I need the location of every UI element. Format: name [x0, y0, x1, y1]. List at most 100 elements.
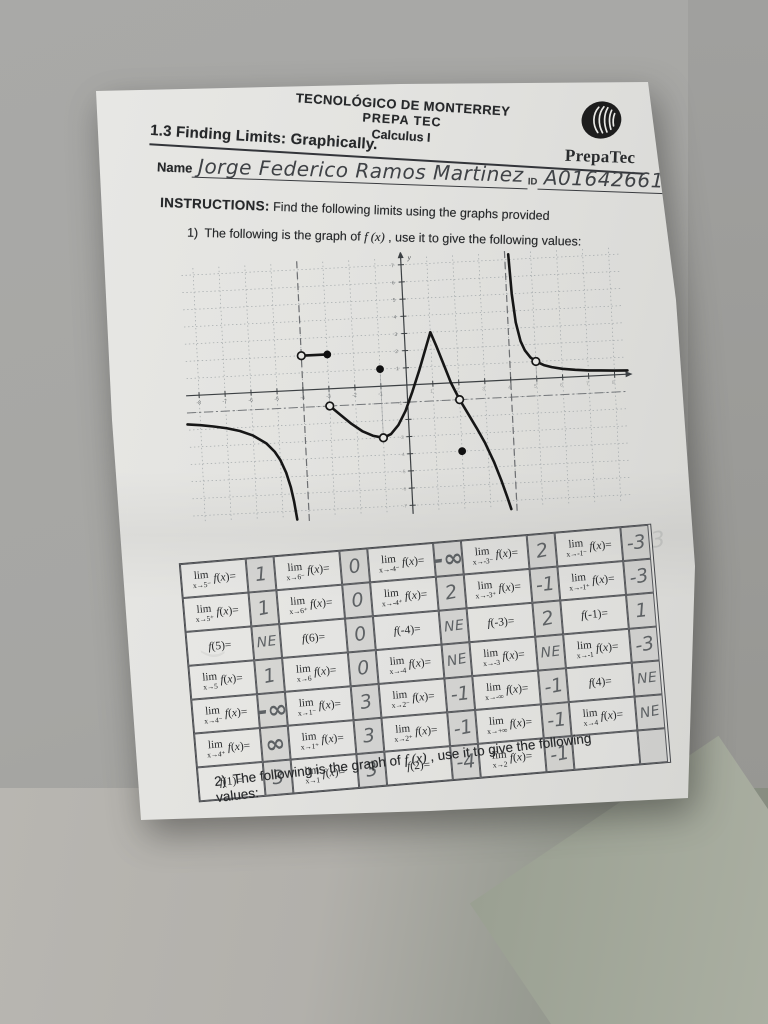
handwritten-answer-cell: 0 — [339, 548, 371, 585]
limit-label-cell: f(6)= — [279, 618, 348, 658]
handwritten-answer-cell: -3 — [628, 626, 660, 663]
y-tick-label: 4 — [393, 315, 396, 321]
pencil-guide-mark — [379, 369, 384, 438]
x-tick-label: 7 — [586, 381, 589, 387]
q1-text-before: The following is the graph of — [204, 226, 365, 244]
open-circle-point — [325, 401, 335, 411]
handwritten-answer-cell: 2 — [526, 532, 558, 569]
id-label: ID — [527, 176, 538, 188]
x-tick-label: -1 — [378, 391, 383, 397]
limit-label-cell: lim x→4⁺ f(x)= — [194, 728, 263, 768]
handwritten-answer-cell: 1 — [254, 657, 285, 695]
limit-label-cell: lim x→-4 f(x)= — [375, 644, 445, 684]
x-tick-label: -5 — [274, 396, 279, 402]
y-tick-label: -6 — [402, 486, 407, 492]
handwritten-answer-cell: -1 — [538, 668, 569, 705]
y-axis-arrow — [397, 251, 404, 259]
function-curve — [328, 330, 513, 511]
limit-label-cell: lim x→2⁺ f(x)= — [381, 712, 451, 752]
limit-label-cell: lim x→6⁺ f(x)= — [276, 584, 345, 625]
limit-label-cell: f(-4)= — [372, 610, 442, 651]
handwritten-answer-cell: 2 — [435, 574, 467, 611]
handwritten-answer-cell: -1 — [444, 676, 476, 713]
limit-label-cell: lim x→1⁻ f(x)= — [284, 686, 354, 726]
handwritten-answer-cell: 0 — [342, 582, 373, 619]
y-tick-label: 2 — [395, 349, 398, 355]
open-circle-point — [378, 433, 389, 443]
handwritten-answer-cell: 1 — [248, 590, 280, 627]
instructions-text: Find the following limits using the grap… — [269, 199, 550, 223]
x-tick-label: -3 — [326, 394, 331, 400]
q1-number: 1) — [186, 225, 205, 241]
handwritten-answer-cell: 3 — [353, 717, 385, 755]
paper-crease — [96, 470, 695, 600]
axes — [186, 256, 628, 514]
name-label: Name — [156, 159, 193, 176]
handwritten-answer-cell: NE — [535, 634, 566, 671]
x-axis-arrow — [625, 371, 633, 378]
function-curve — [506, 252, 629, 372]
x-tick-label: 8 — [612, 380, 615, 386]
limit-label-cell: lim x→-1 f(x)= — [563, 628, 632, 669]
handwritten-date: 9/8/2024 — [693, 170, 768, 197]
y-tick-label: -5 — [401, 469, 406, 475]
limit-label-cell: f(-3)= — [466, 602, 536, 643]
handwritten-answer-cell: 2 — [532, 600, 564, 637]
id-underline: A01642661 — [537, 164, 668, 195]
tick-marks: -8 -7 -6 -5 -4 -3 -2 -1 1 2 3 4 5 6 7 8-7-6-5-4-3-2-112… — [196, 263, 616, 510]
handwritten-id: A01642661 — [543, 165, 664, 193]
x-tick-label: -2 — [352, 392, 357, 398]
limit-label-cell: lim x→4 f(x)= — [568, 696, 638, 736]
open-circle-point — [296, 351, 306, 361]
filled-point — [323, 350, 332, 359]
prepatec-logo: PrepaTec — [545, 96, 657, 169]
limit-label-cell: lim x→4⁻ f(x)= — [191, 694, 260, 734]
handwritten-answer-cell: 0 — [344, 616, 376, 653]
handwritten-answer-cell: -∞ — [432, 540, 465, 577]
y-tick-label: -4 — [400, 452, 405, 458]
x-tick-label: 3 — [482, 386, 485, 392]
x-tick-label: -6 — [248, 398, 253, 404]
y-tick-label: 1 — [396, 366, 399, 372]
x-tick-label: 6 — [560, 382, 563, 388]
y-tick-label: -7 — [403, 504, 408, 510]
handwritten-answer-cell: NE — [441, 642, 473, 679]
instructions-label: INSTRUCTIONS: — [159, 195, 270, 214]
prepatec-logo-icon — [581, 101, 622, 139]
function-curve — [186, 423, 299, 521]
handwritten-answer-cell: -1 — [447, 709, 478, 747]
y-tick-label: 7 — [391, 263, 394, 269]
limit-label-cell: f(4)= — [565, 662, 635, 703]
handwritten-answer-cell: 0 — [347, 650, 379, 687]
limit-label-cell: lim x→-3⁺ f(x)= — [463, 568, 533, 609]
x-tick-label: -4 — [300, 395, 305, 401]
x-tick-label: 2 — [456, 387, 459, 393]
q2-fx: f (x) — [403, 749, 428, 768]
handwritten-answer-cell: 1 — [245, 556, 277, 593]
instructions-line: INSTRUCTIONS: Find the following limits … — [160, 195, 640, 226]
q2-number: 2) — [213, 772, 234, 790]
handwritten-answer-cell: 3 — [350, 683, 382, 721]
handwritten-answer-cell: -3 — [623, 558, 654, 595]
date-underline: 9/8/2024 — [687, 169, 768, 199]
handwritten-answer-cell: -3 — [620, 524, 652, 562]
function-graph: y -8 -7 -6 -5 -4 -3 -2 -1 1 2 3 4 5 6 7 8 -7 -6 -5 -4 -3 -2 -1 1… — [170, 241, 645, 535]
x-tick-label: 5 — [534, 384, 537, 390]
handwritten-answer-cell: NE — [438, 608, 470, 645]
limit-label-cell: lim x→5⁺ f(x)= — [182, 592, 252, 632]
y-tick-label: 6 — [392, 280, 395, 286]
handwritten-answer-cell — [637, 728, 669, 765]
filled-point — [458, 447, 467, 456]
q1-fx: f (x) — [364, 229, 385, 245]
date-label: Date — [667, 181, 689, 193]
filled-point — [376, 365, 384, 373]
open-circle-point — [454, 394, 465, 405]
handwritten-answer-cell: NE — [634, 694, 666, 731]
limit-label-cell: f(-1)= — [560, 594, 629, 635]
x-tick-label: -7 — [222, 399, 227, 405]
handwritten-answer-cell: NE — [631, 660, 663, 697]
limit-label-cell: lim x→-3 f(x)= — [469, 636, 539, 677]
background-surface-right — [688, 0, 768, 800]
